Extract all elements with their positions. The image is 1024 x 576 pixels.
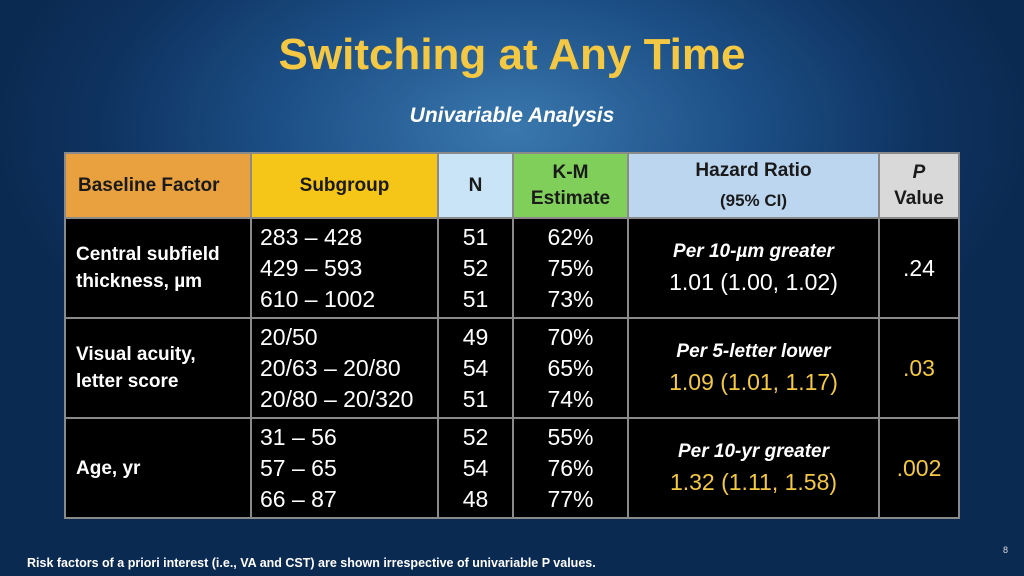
baseline-factor-line1: Visual acuity, — [76, 344, 196, 365]
subgroup-value: 31 – 56 — [260, 423, 337, 450]
km-estimate-value: 62% — [547, 223, 594, 250]
univariable-analysis-table: Baseline Factor Subgroup N K-M Estimate … — [64, 152, 960, 519]
km-estimate-cell: 55% 76% 77% — [512, 417, 629, 519]
header-hazard-ratio: Hazard Ratio (95% CI) — [627, 152, 880, 219]
n-value: 48 — [462, 485, 489, 512]
hazard-ratio-label: Per 10-yr greater — [677, 440, 830, 462]
km-estimate-value: 77% — [547, 485, 594, 512]
subgroup-value: 429 – 593 — [260, 254, 363, 281]
subgroup-value: 610 – 1002 — [260, 285, 376, 312]
table-header-row: Baseline Factor Subgroup N K-M Estimate … — [64, 152, 960, 219]
header-km-line2: Estimate — [530, 187, 611, 209]
n-value: 51 — [462, 385, 489, 412]
page-number: 8 — [1002, 545, 1008, 555]
p-value-cell: .24 — [878, 217, 960, 319]
p-value-cell: .03 — [878, 317, 960, 419]
header-hr-line1: Hazard Ratio — [695, 159, 812, 181]
p-value-cell: .002 — [878, 417, 960, 519]
subgroup-cell: 20/50 20/63 – 20/80 20/80 – 20/320 — [250, 317, 439, 419]
subgroup-cell: 31 – 56 57 – 65 66 – 87 — [250, 417, 439, 519]
subgroup-value: 57 – 65 — [260, 454, 337, 481]
baseline-factor-line2: letter score — [76, 371, 179, 392]
km-estimate-value: 65% — [547, 354, 594, 381]
hazard-ratio-label: Per 5-letter lower — [676, 340, 831, 362]
subgroup-value: 20/80 – 20/320 — [260, 385, 414, 412]
header-subgroup: Subgroup — [250, 152, 439, 219]
hazard-ratio-cell: Per 10-µm greater 1.01 (1.00, 1.02) — [627, 217, 880, 319]
n-value: 49 — [462, 323, 489, 350]
subgroup-value: 66 – 87 — [260, 485, 337, 512]
km-estimate-value: 55% — [547, 423, 594, 450]
baseline-factor-line1: Central subfield — [76, 244, 220, 265]
n-value: 52 — [462, 254, 489, 281]
baseline-factor-cell: Central subfield thickness, µm — [64, 217, 252, 319]
table-row: Age, yr 31 – 56 57 – 65 66 – 87 52 54 48 55% 76%… — [64, 417, 960, 519]
header-p-value: P Value — [878, 152, 960, 219]
n-cell: 49 54 51 — [437, 317, 514, 419]
km-estimate-value: 74% — [547, 385, 594, 412]
km-estimate-value: 76% — [547, 454, 594, 481]
table-row: Visual acuity, letter score 20/50 20/63 – 2… — [64, 317, 960, 419]
n-value: 51 — [462, 223, 489, 250]
n-value: 52 — [462, 423, 489, 450]
hazard-ratio-value: 1.32 (1.11, 1.58) — [669, 468, 838, 495]
slide-subtitle: Univariable Analysis — [409, 104, 615, 127]
header-hr-line2: (95% CI) — [719, 190, 788, 210]
hazard-ratio-value: 1.01 (1.00, 1.02) — [669, 268, 838, 295]
slide-title: Switching at Any Time — [278, 30, 746, 79]
km-estimate-value: 70% — [547, 323, 594, 350]
n-value: 54 — [462, 454, 489, 481]
header-n: N — [437, 152, 514, 219]
km-estimate-value: 75% — [547, 254, 594, 281]
subgroup-cell: 283 – 428 429 – 593 610 – 1002 — [250, 217, 439, 319]
baseline-factor-line1: Age, yr — [76, 457, 141, 479]
subgroup-value: 20/50 — [260, 323, 318, 350]
n-cell: 51 52 51 — [437, 217, 514, 319]
header-baseline-factor: Baseline Factor — [64, 152, 252, 219]
table-row: Central subfield thickness, µm 283 – 428 42… — [64, 217, 960, 319]
n-value: 54 — [462, 354, 489, 381]
header-p-line1: P — [912, 161, 926, 183]
subgroup-value: 283 – 428 — [260, 223, 363, 250]
hazard-ratio-value: 1.09 (1.01, 1.17) — [669, 368, 838, 395]
baseline-factor-line2: thickness, µm — [76, 271, 203, 292]
header-p-line2: Value — [894, 187, 944, 209]
subgroup-value: 20/63 – 20/80 — [260, 354, 401, 381]
n-value: 51 — [462, 285, 489, 312]
header-km-line1: K-M — [552, 161, 589, 183]
km-estimate-cell: 70% 65% 74% — [512, 317, 629, 419]
n-cell: 52 54 48 — [437, 417, 514, 519]
km-estimate-value: 73% — [547, 285, 594, 312]
km-estimate-cell: 62% 75% 73% — [512, 217, 629, 319]
baseline-factor-cell: Age, yr — [64, 417, 252, 519]
baseline-factor-cell: Visual acuity, letter score — [64, 317, 252, 419]
hazard-ratio-cell: Per 10-yr greater 1.32 (1.11, 1.58) — [627, 417, 880, 519]
footnote: Risk factors of a priori interest (i.e.,… — [27, 556, 596, 570]
hazard-ratio-label: Per 10-µm greater — [673, 240, 834, 262]
header-km-estimate: K-M Estimate — [512, 152, 629, 219]
hazard-ratio-cell: Per 5-letter lower 1.09 (1.01, 1.17) — [627, 317, 880, 419]
